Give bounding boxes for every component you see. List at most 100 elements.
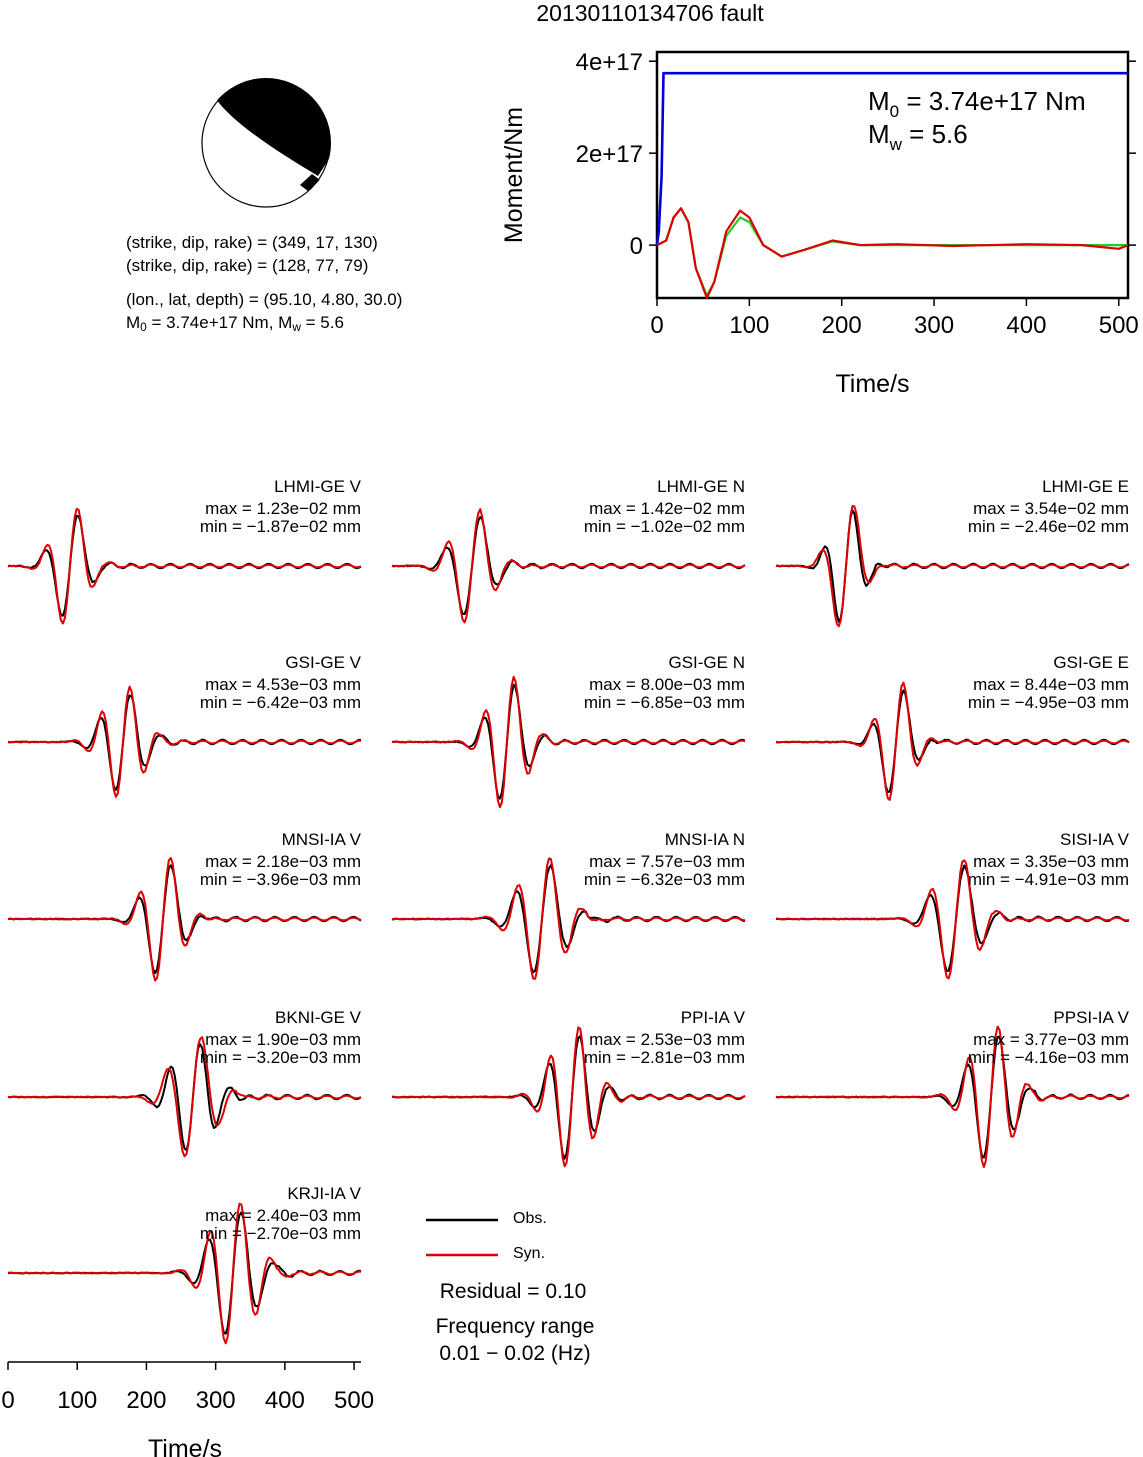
amplitude-max: max = 3.77e−03 mm (973, 1030, 1129, 1049)
station-name: MNSI-IA V (281, 830, 361, 849)
station-name: PPSI-IA V (1053, 1008, 1129, 1027)
amplitude-min: min = −1.87e−02 mm (199, 517, 361, 536)
station-name: MNSI-IA N (664, 830, 745, 849)
waveform-panel-label: PPI-IA V max = 2.53e−03 mm min = −2.81e−03… (584, 1009, 745, 1067)
moment-ylabel: Moment/Nm (500, 107, 528, 243)
moment-xtick-label: 400 (1006, 312, 1046, 339)
waveform-panel-label: KRJI-IA V max = 2.40e−03 mm min = −2.70e−0… (200, 1185, 361, 1243)
station-name: GSI-GE N (668, 653, 745, 672)
time-axis-tick-label: 200 (126, 1387, 166, 1414)
station-name: PPI-IA V (680, 1008, 745, 1027)
waveform-syn-trace (7, 685, 362, 798)
station-name: LHMI-GE N (657, 477, 745, 496)
amplitude-min: min = −4.91e−03 mm (967, 870, 1129, 889)
station-name: SISI-IA V (1060, 830, 1129, 849)
moment-xtick-label: 0 (650, 312, 663, 339)
amplitude-max: max = 7.57e−03 mm (589, 852, 745, 871)
figure-title: 20130110134706 fault (536, 0, 764, 26)
source-location: (lon., lat, depth) = (95.10, 4.80, 30.0) (126, 290, 403, 309)
amplitude-max: max = 3.35e−03 mm (973, 852, 1129, 871)
waveform-panel-label: PPSI-IA V max = 3.77e−03 mm min = −4.16e−0… (968, 1009, 1129, 1067)
station-name: LHMI-GE E (1042, 477, 1129, 496)
waveform-panel-label: BKNI-GE V max = 1.90e−03 mm min = −3.20e−0… (200, 1009, 361, 1067)
amplitude-min: min = −4.16e−03 mm (967, 1048, 1129, 1067)
waveform-syn-trace (775, 681, 1130, 801)
amplitude-min: min = −6.85e−03 mm (583, 693, 745, 712)
moment-ytick-label: 2e+17 (576, 141, 643, 168)
waveform-syn-trace (391, 675, 746, 809)
waveform-syn-trace (776, 859, 1130, 980)
station-name: KRJI-IA V (287, 1184, 361, 1203)
legend-swatches (426, 1218, 498, 1257)
amplitude-min: min = −6.32e−03 mm (583, 870, 745, 889)
moment-rate-line-a (656, 207, 1128, 297)
moment-mw-annotation: Mw = 5.6 (868, 119, 968, 154)
waveform-syn-trace (7, 1202, 362, 1345)
station-name: GSI-GE E (1053, 653, 1129, 672)
moment-rate-line-b (656, 207, 1129, 300)
amplitude-max: max = 2.18e−03 mm (205, 852, 361, 871)
amplitude-max: max = 4.53e−03 mm (205, 675, 361, 694)
moment-xlabel: Time/s (835, 370, 909, 398)
amplitude-min: min = −2.81e−03 mm (583, 1048, 745, 1067)
time-axis-tick-label: 400 (265, 1387, 305, 1414)
waveform-panel-label: GSI-GE V max = 4.53e−03 mm min = −6.42e−03… (200, 654, 361, 712)
amplitude-min: min = −3.20e−03 mm (199, 1048, 361, 1067)
time-axis-label: Time/s (148, 1435, 222, 1457)
waveform-grid: 0 100 200 300 400 500 Time/s (1, 505, 1130, 1457)
moment-xtick-label: 500 (1099, 312, 1139, 339)
moment-magnitude-summary: M0 = 3.74e+17 Nm, Mw = 5.6 (126, 313, 344, 334)
time-axis-tick-label: 500 (334, 1387, 374, 1414)
waveform-panel-label: LHMI-GE V max = 1.23e−02 mm min = −1.87e−0… (200, 478, 361, 536)
frequency-range-value: 0.01 − 0.02 (Hz) (439, 1342, 591, 1365)
time-axis-tick-label: 0 (1, 1387, 14, 1414)
station-name: LHMI-GE V (274, 477, 361, 496)
focal-plane-2: (strike, dip, rake) = (128, 77, 79) (126, 256, 369, 275)
moment-xtick-label: 200 (822, 312, 862, 339)
waveform-syn-trace (391, 508, 746, 624)
waveform-syn-trace (7, 857, 362, 982)
focal-plane-1: (strike, dip, rake) = (349, 17, 130) (126, 233, 378, 252)
amplitude-max: max = 1.42e−02 mm (589, 499, 745, 518)
waveform-syn-trace (8, 1036, 362, 1158)
station-name: BKNI-GE V (275, 1008, 361, 1027)
waveform-panel-label: LHMI-GE N max = 1.42e−02 mm min = −1.02e−0… (584, 478, 745, 536)
waveform-syn-trace (775, 1025, 1130, 1169)
amplitude-max: max = 8.00e−03 mm (589, 675, 745, 694)
moment-plot-frame (655, 50, 1130, 300)
amplitude-max: max = 3.54e−02 mm (973, 499, 1129, 518)
amplitude-max: max = 1.23e−02 mm (205, 499, 361, 518)
moment-xtick-label: 100 (729, 312, 769, 339)
amplitude-max: max = 1.90e−03 mm (205, 1030, 361, 1049)
amplitude-min: min = −3.96e−03 mm (199, 870, 361, 889)
waveform-panel-label: MNSI-IA N max = 7.57e−03 mm min = −6.32e−0… (584, 831, 745, 889)
focal-mechanism-beachball (201, 78, 331, 208)
amplitude-min: min = −1.02e−02 mm (583, 517, 745, 536)
amplitude-min: min = −6.42e−03 mm (199, 693, 361, 712)
moment-chart: 0 100 200 300 400 500 4e+17 2e+17 0 Time/s Moment/… (500, 49, 1139, 398)
amplitude-min: min = −4.95e−03 mm (967, 693, 1129, 712)
waveform-panel-label: LHMI-GE E max = 3.54e−02 mm min = −2.46e−0… (968, 478, 1129, 536)
waveform-panel-label: MNSI-IA V max = 2.18e−03 mm min = −3.96e−0… (200, 831, 361, 889)
amplitude-max: max = 2.40e−03 mm (205, 1206, 361, 1225)
amplitude-min: min = −2.70e−03 mm (199, 1224, 361, 1243)
moment-ytick-label: 0 (630, 233, 643, 260)
moment-xtick-label: 300 (914, 312, 954, 339)
moment-cumulative-line (655, 71, 1128, 246)
waveform-syn-trace (391, 857, 746, 980)
waveform-panel-label: SISI-IA V max = 3.35e−03 mm min = −4.91e−0… (968, 831, 1129, 889)
amplitude-max: max = 2.53e−03 mm (589, 1030, 745, 1049)
legend-syn-label: Syn. (513, 1245, 546, 1262)
station-name: GSI-GE V (285, 653, 361, 672)
frequency-range-label: Frequency range (435, 1315, 595, 1338)
moment-m0-annotation: M0 = 3.74e+17 Nm (868, 86, 1086, 121)
moment-ytick-label: 4e+17 (576, 49, 643, 76)
residual-text: Residual = 0.10 (439, 1280, 587, 1303)
waveform-panel-label: GSI-GE E max = 8.44e−03 mm min = −4.95e−03… (968, 654, 1129, 712)
time-axis-tick-label: 300 (196, 1387, 236, 1414)
time-axis-tick-label: 100 (57, 1387, 97, 1414)
waveform-syn-trace (391, 1026, 746, 1168)
waveform-syn-trace (775, 505, 1130, 628)
amplitude-max: max = 8.44e−03 mm (973, 675, 1129, 694)
legend-obs-label: Obs. (513, 1210, 547, 1227)
